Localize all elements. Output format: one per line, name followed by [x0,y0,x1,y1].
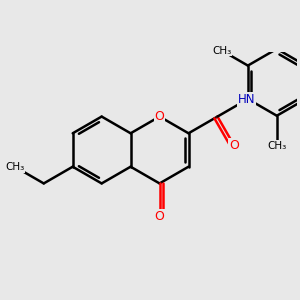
Text: CH₃: CH₃ [5,162,24,172]
Text: O: O [229,139,239,152]
Text: O: O [154,210,164,224]
Text: O: O [154,110,164,123]
Text: CH₃: CH₃ [212,46,231,56]
Text: HN: HN [238,93,255,106]
Text: CH₃: CH₃ [267,141,286,151]
